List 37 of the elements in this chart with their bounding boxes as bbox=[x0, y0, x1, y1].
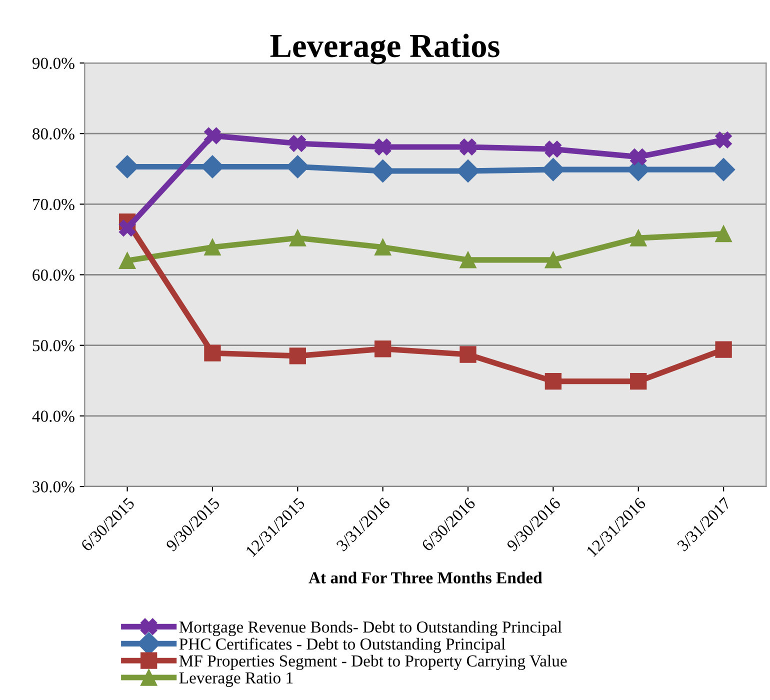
y-tick-label: 60.0% bbox=[32, 269, 74, 281]
point bbox=[630, 148, 647, 166]
legend-label: Leverage Ratio 1 bbox=[179, 672, 293, 687]
point bbox=[544, 140, 562, 158]
point bbox=[630, 372, 647, 390]
y-tick-label: 50.0% bbox=[32, 340, 74, 352]
point bbox=[374, 138, 392, 156]
y-tick-label: 30.0% bbox=[32, 481, 74, 493]
point bbox=[204, 238, 221, 256]
point bbox=[630, 230, 647, 246]
point bbox=[374, 238, 392, 256]
y-tick-label: 40.0% bbox=[32, 410, 74, 422]
point bbox=[460, 138, 476, 156]
x-axis-title: At and For Three Months Ended bbox=[308, 572, 542, 584]
point bbox=[289, 348, 306, 364]
point bbox=[289, 135, 306, 152]
y-tick-label: 80.0% bbox=[32, 128, 74, 140]
point bbox=[715, 132, 732, 148]
point bbox=[204, 344, 221, 362]
point bbox=[204, 127, 221, 144]
point bbox=[712, 158, 736, 182]
point bbox=[544, 372, 562, 390]
point bbox=[460, 252, 476, 268]
point bbox=[460, 346, 476, 363]
y-tick-label: 90.0% bbox=[32, 58, 74, 70]
point bbox=[118, 252, 136, 269]
legend-label: Mortgage Revenue Bonds- Debt to Outstanding Principal bbox=[179, 620, 562, 636]
point bbox=[715, 225, 732, 242]
point bbox=[544, 252, 562, 268]
legend-label: MF Properties Segment - Debt to Property Carrying Value bbox=[179, 654, 567, 670]
point bbox=[118, 220, 136, 236]
point bbox=[289, 230, 306, 246]
legend-label: PHC Certificates - Debt to Outstanding Principal bbox=[179, 638, 506, 654]
chart-title: Leverage Ratios bbox=[270, 34, 500, 64]
point bbox=[715, 341, 732, 358]
point bbox=[374, 340, 392, 358]
y-tick-label: 70.0% bbox=[33, 198, 74, 210]
